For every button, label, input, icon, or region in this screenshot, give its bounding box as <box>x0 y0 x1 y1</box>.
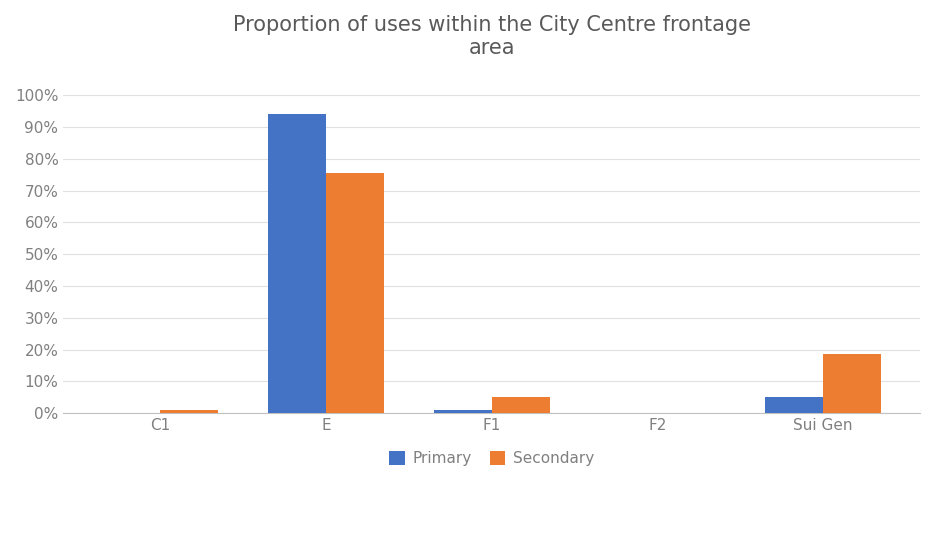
Legend: Primary, Secondary: Primary, Secondary <box>383 445 600 472</box>
Bar <box>268 114 326 413</box>
Bar <box>326 173 384 413</box>
Bar <box>434 410 492 413</box>
Bar <box>823 354 881 413</box>
Bar <box>160 410 218 413</box>
Bar <box>492 398 550 413</box>
Bar <box>765 398 823 413</box>
Title: Proportion of uses within the City Centre frontage
area: Proportion of uses within the City Centr… <box>233 15 751 58</box>
